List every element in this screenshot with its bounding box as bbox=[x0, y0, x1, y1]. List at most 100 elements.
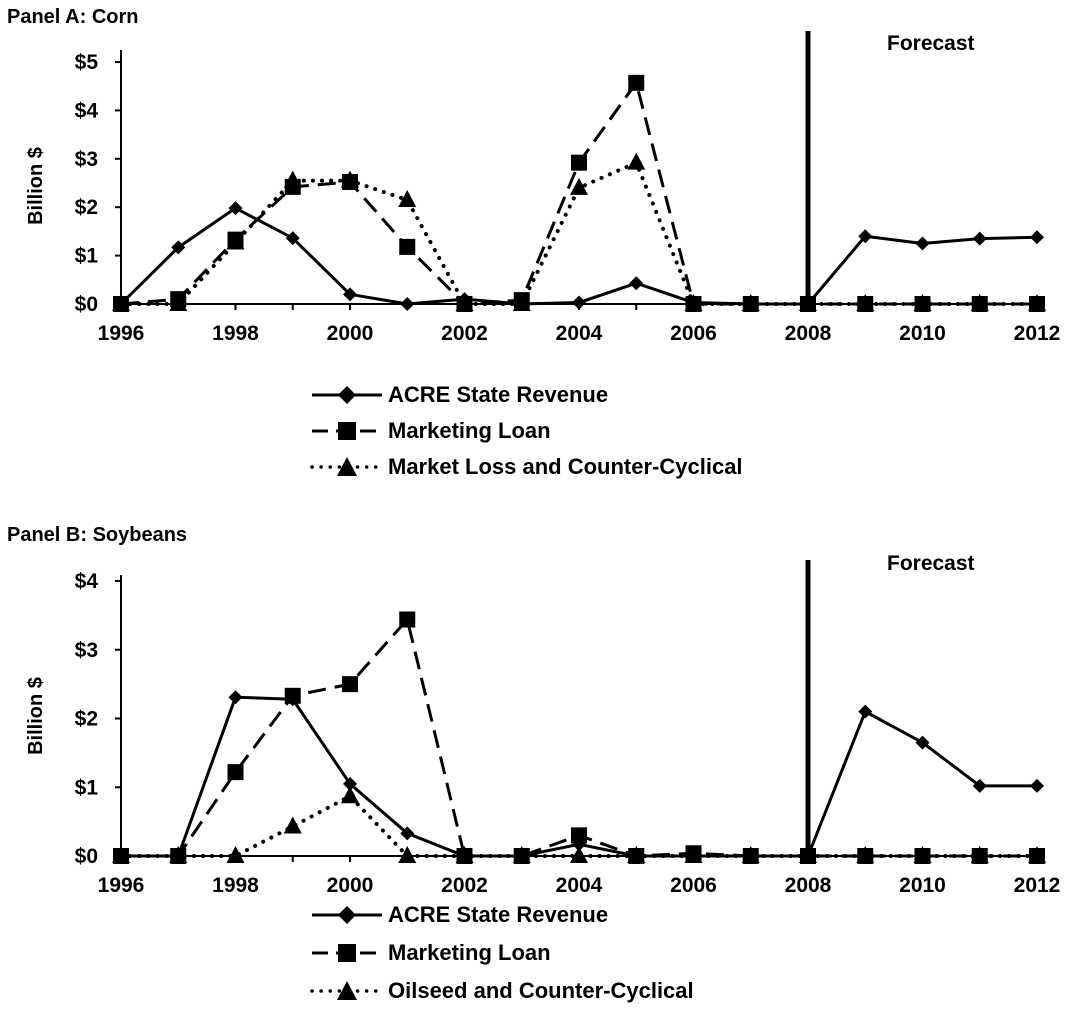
data-point-triangle bbox=[684, 294, 703, 311]
data-point-square bbox=[628, 74, 645, 91]
x-tick-label: 2008 bbox=[785, 874, 832, 897]
x-tick-label: 2006 bbox=[670, 322, 717, 345]
legend-label: Marketing Loan bbox=[388, 418, 551, 443]
data-point-triangle bbox=[283, 816, 302, 834]
data-point-diamond bbox=[972, 231, 987, 246]
data-point-square bbox=[571, 827, 587, 844]
x-tick-label: 2010 bbox=[899, 322, 946, 345]
legend-label: ACRE State Revenue bbox=[388, 382, 609, 407]
data-point-triangle bbox=[1028, 294, 1046, 311]
data-point-diamond bbox=[343, 287, 357, 302]
series-line-diamond bbox=[119, 206, 1038, 306]
y-tick-label: $1 bbox=[75, 245, 99, 268]
x-tick-label: 1998 bbox=[212, 874, 259, 897]
panel-a-title: Panel A: Corn bbox=[7, 6, 139, 28]
y-axis-title: Billion $ bbox=[25, 147, 47, 225]
y-tick-label: $2 bbox=[75, 196, 98, 219]
data-point-triangle bbox=[226, 846, 245, 863]
data-point-triangle bbox=[455, 294, 474, 311]
x-tick-label: 2012 bbox=[1014, 874, 1061, 897]
data-point-diamond bbox=[858, 229, 873, 244]
data-point-diamond bbox=[572, 295, 586, 310]
x-tick-label: 1998 bbox=[212, 322, 259, 345]
data-point-triangle bbox=[1028, 846, 1046, 863]
y-tick-label: $3 bbox=[75, 639, 98, 662]
x-tick-label: 2004 bbox=[556, 322, 603, 345]
x-tick-label: 2004 bbox=[556, 874, 603, 897]
data-point-triangle bbox=[341, 786, 359, 804]
legend-label: ACRE State Revenue bbox=[388, 902, 609, 927]
x-tick-label: 2000 bbox=[327, 322, 374, 345]
data-point-triangle bbox=[799, 846, 817, 863]
data-point-triangle bbox=[741, 294, 760, 311]
x-tick-label: 1996 bbox=[98, 874, 145, 897]
x-tick-label: 2006 bbox=[670, 874, 717, 897]
data-point-square bbox=[342, 676, 358, 693]
y-tick-label: $1 bbox=[75, 776, 99, 799]
forecast-annotation: Forecast bbox=[887, 552, 975, 575]
data-point-diamond bbox=[171, 240, 186, 255]
legend-symbol-triangle bbox=[310, 457, 384, 476]
data-point-square bbox=[399, 611, 416, 628]
data-point-triangle bbox=[913, 294, 932, 311]
data-point-diamond bbox=[228, 690, 243, 705]
data-point-diamond bbox=[972, 778, 987, 793]
y-tick-label: $5 bbox=[75, 51, 99, 74]
data-point-triangle bbox=[512, 294, 531, 311]
data-point-triangle bbox=[570, 846, 588, 863]
y-tick-label: $4 bbox=[75, 99, 99, 122]
legend-symbol-triangle bbox=[310, 981, 384, 1000]
legend-item-acre: ACRE State Revenue bbox=[310, 900, 910, 930]
data-point-diamond bbox=[343, 776, 357, 791]
legend-item-market-loss: Market Loss and Counter-Cyclical bbox=[310, 452, 910, 482]
data-point-square bbox=[284, 687, 301, 704]
data-point-diamond bbox=[915, 236, 930, 251]
forecast-annotation: Forecast bbox=[887, 32, 975, 55]
legend-label: Oilseed and Counter-Cyclical bbox=[388, 978, 694, 1003]
data-point-triangle bbox=[570, 177, 588, 195]
y-tick-label: $0 bbox=[75, 845, 98, 868]
data-point-diamond bbox=[629, 276, 644, 291]
data-point-diamond bbox=[228, 201, 243, 216]
data-point-diamond bbox=[285, 231, 300, 246]
data-point-diamond bbox=[400, 297, 415, 311]
data-point-triangle bbox=[799, 294, 817, 311]
data-point-triangle bbox=[455, 846, 474, 863]
data-point-diamond bbox=[400, 826, 415, 841]
legend-label: Market Loss and Counter-Cyclical bbox=[388, 454, 743, 479]
data-point-triangle bbox=[283, 170, 302, 188]
data-point-triangle bbox=[398, 846, 417, 863]
data-point-triangle bbox=[169, 846, 188, 863]
legend-item-marketing-loan: Marketing Loan bbox=[310, 416, 910, 446]
x-tick-label: 1996 bbox=[98, 322, 145, 345]
legend-symbol-diamond bbox=[312, 906, 382, 924]
data-point-square bbox=[227, 764, 244, 781]
data-point-triangle bbox=[226, 232, 245, 250]
data-point-triangle bbox=[970, 294, 989, 311]
data-point-square bbox=[571, 154, 587, 171]
series-line-triangle bbox=[119, 160, 1039, 306]
data-point-triangle bbox=[169, 294, 188, 311]
data-point-triangle bbox=[341, 170, 359, 188]
data-point-triangle bbox=[741, 846, 760, 863]
x-tick-label: 2008 bbox=[785, 322, 832, 345]
data-point-triangle bbox=[913, 846, 932, 863]
data-point-square bbox=[399, 238, 416, 255]
data-point-triangle bbox=[112, 846, 130, 863]
data-point-triangle bbox=[970, 846, 989, 863]
panel-b-title: Panel B: Soybeans bbox=[7, 524, 188, 546]
data-point-diamond bbox=[1030, 230, 1044, 245]
y-tick-label: $2 bbox=[75, 708, 98, 731]
y-tick-label: $4 bbox=[75, 570, 99, 593]
legend-symbol-square bbox=[312, 422, 382, 440]
x-tick-label: 2000 bbox=[327, 874, 374, 897]
y-tick-label: $3 bbox=[75, 148, 98, 171]
data-point-triangle bbox=[856, 294, 875, 311]
data-point-triangle bbox=[627, 152, 646, 170]
data-point-triangle bbox=[512, 846, 531, 863]
x-tick-label: 2012 bbox=[1014, 322, 1061, 345]
data-point-triangle bbox=[684, 846, 703, 863]
legend-item-marketing-loan: Marketing Loan bbox=[310, 938, 910, 968]
x-tick-label: 2002 bbox=[441, 322, 488, 345]
